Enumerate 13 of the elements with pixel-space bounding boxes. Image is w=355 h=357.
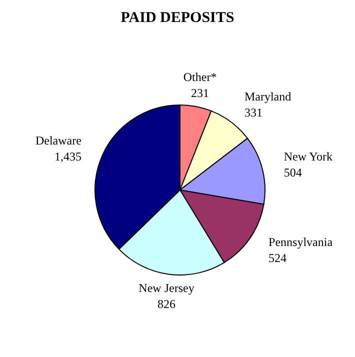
slice-label: New York xyxy=(284,149,333,164)
data-label: 826 xyxy=(158,297,176,312)
data-label: 331 xyxy=(244,106,262,120)
data-label: 1,435 xyxy=(54,149,82,164)
slice-label: Pennsylvania xyxy=(268,235,334,250)
chart-title: PAID DEPOSITS xyxy=(120,10,234,26)
slice-label: Other* xyxy=(183,70,217,84)
data-label: 504 xyxy=(284,165,302,180)
slice-label: Delaware xyxy=(35,133,82,148)
data-label: 524 xyxy=(268,251,287,266)
slice-label: New Jersey xyxy=(138,281,194,296)
data-label: 231 xyxy=(191,86,210,100)
slice-label: Maryland xyxy=(244,90,292,104)
